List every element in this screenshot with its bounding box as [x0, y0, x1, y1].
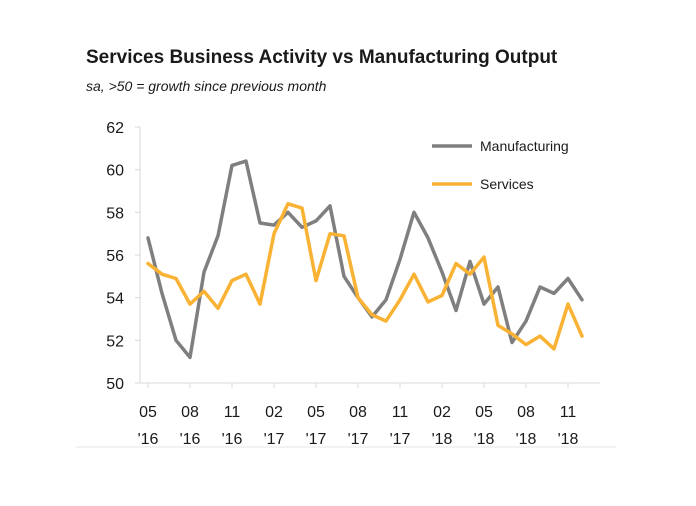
y-tick-label: 56 [106, 248, 124, 265]
x-tick-label-month: 05 [307, 404, 325, 421]
x-tick-label-year: '18 [432, 431, 453, 448]
series-line-services [146, 202, 584, 351]
x-tick-label-month: 05 [139, 404, 157, 421]
legend-label-services: Services [480, 176, 534, 192]
y-tick-label: 52 [106, 333, 124, 350]
legend-label-manufacturing: Manufacturing [480, 138, 569, 154]
chart-title: Services Business Activity vs Manufactur… [86, 47, 558, 68]
x-tick-label-month: 05 [475, 404, 493, 421]
x-tick-label-year: '17 [348, 431, 369, 448]
y-tick-label: 60 [106, 163, 124, 180]
x-tick-label-month: 08 [517, 404, 535, 421]
x-tick-label-month: 11 [392, 404, 409, 421]
chart-subtitle: sa, >50 = growth since previous month [86, 78, 327, 94]
x-axis-ticks: 05 '16 08 '16 11 '16 02 '17 05 '17 08 '17 11 '17 02 '18… [138, 383, 579, 448]
y-axis-ticks: 50 52 54 56 58 60 62 [106, 120, 140, 393]
x-tick-label-month: 08 [181, 404, 199, 421]
x-tick-label-year: '16 [222, 431, 243, 448]
x-tick-label-year: '18 [474, 431, 495, 448]
x-tick-label-year: '18 [516, 431, 537, 448]
x-tick-label-year: '17 [264, 431, 285, 448]
x-tick-label-year: '18 [558, 431, 579, 448]
series-lines [146, 159, 584, 360]
x-tick-label-month: 11 [224, 404, 241, 421]
x-tick-label-year: '16 [180, 431, 201, 448]
legend: Manufacturing Services [432, 138, 569, 192]
y-tick-label: 50 [106, 376, 124, 393]
x-tick-label-year: '17 [306, 431, 327, 448]
y-tick-label: 58 [106, 205, 124, 222]
x-tick-label-month: 02 [433, 404, 451, 421]
x-tick-label-year: '16 [138, 431, 159, 448]
x-tick-label-month: 11 [560, 404, 577, 421]
x-tick-label-month: 08 [349, 404, 367, 421]
x-tick-label-month: 02 [265, 404, 283, 421]
x-tick-label-year: '17 [390, 431, 411, 448]
bottom-shadow [76, 446, 616, 448]
y-tick-label: 54 [106, 291, 124, 308]
y-tick-label: 62 [106, 120, 124, 137]
